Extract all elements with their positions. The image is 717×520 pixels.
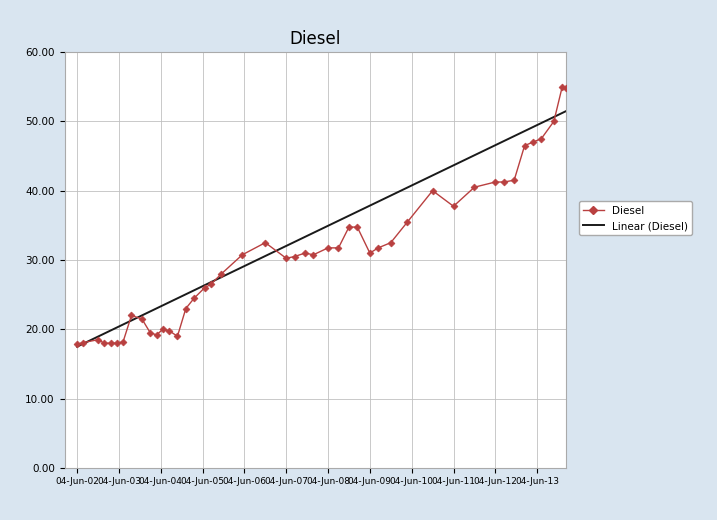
Diesel bbox=[113, 340, 121, 346]
Line: Diesel: Diesel bbox=[75, 84, 569, 347]
Title: Diesel: Diesel bbox=[290, 30, 341, 48]
Diesel bbox=[309, 252, 318, 258]
Diesel bbox=[549, 118, 558, 124]
Diesel bbox=[238, 252, 247, 258]
Diesel bbox=[558, 84, 566, 90]
Diesel bbox=[119, 339, 128, 345]
Diesel bbox=[562, 85, 571, 92]
Diesel bbox=[100, 340, 108, 346]
Diesel bbox=[403, 219, 412, 225]
Diesel bbox=[106, 340, 115, 346]
Diesel bbox=[146, 330, 155, 336]
Diesel bbox=[353, 224, 361, 230]
Diesel bbox=[165, 328, 174, 334]
Legend: Diesel, Linear (Diesel): Diesel, Linear (Diesel) bbox=[579, 201, 693, 236]
Diesel bbox=[470, 184, 479, 190]
Diesel bbox=[190, 295, 199, 301]
Diesel bbox=[345, 224, 353, 230]
Diesel bbox=[386, 240, 395, 246]
Diesel bbox=[217, 271, 226, 277]
Diesel bbox=[127, 313, 136, 319]
Diesel bbox=[334, 245, 343, 251]
Diesel bbox=[181, 305, 190, 311]
Diesel bbox=[521, 142, 529, 149]
Diesel bbox=[537, 136, 546, 142]
Diesel bbox=[290, 253, 299, 259]
Diesel bbox=[366, 250, 374, 256]
Diesel bbox=[200, 284, 209, 291]
Diesel bbox=[94, 336, 103, 343]
Diesel bbox=[374, 245, 383, 251]
Diesel bbox=[528, 139, 537, 145]
Diesel bbox=[138, 316, 146, 322]
Diesel bbox=[79, 340, 87, 346]
Diesel bbox=[206, 281, 215, 288]
Diesel bbox=[491, 179, 500, 185]
Diesel bbox=[510, 177, 518, 184]
Diesel bbox=[300, 250, 309, 256]
Diesel bbox=[152, 332, 161, 338]
Diesel bbox=[282, 255, 290, 262]
Diesel bbox=[173, 333, 181, 340]
Diesel bbox=[158, 326, 167, 332]
Diesel bbox=[428, 188, 437, 194]
Diesel bbox=[261, 240, 270, 246]
Diesel bbox=[449, 203, 457, 210]
Diesel bbox=[323, 245, 332, 251]
Diesel bbox=[499, 179, 508, 185]
Diesel bbox=[73, 341, 82, 347]
